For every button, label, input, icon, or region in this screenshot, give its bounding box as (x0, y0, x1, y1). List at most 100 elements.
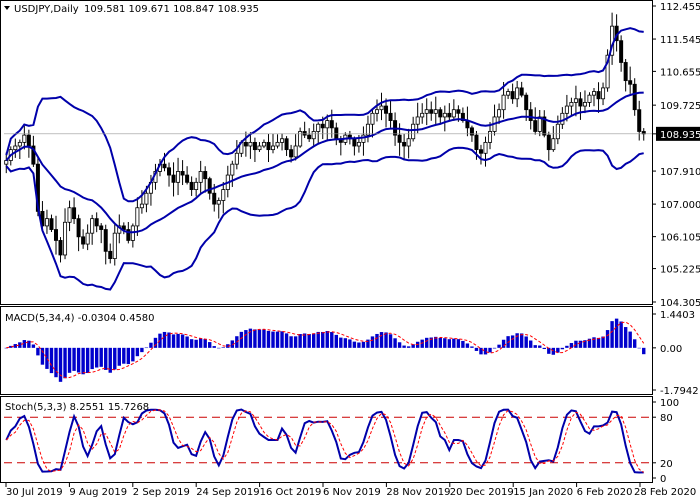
candle-body (560, 112, 565, 125)
candle (4, 152, 9, 174)
candle (67, 200, 72, 232)
candle (519, 81, 524, 98)
candle (198, 160, 203, 194)
candle (497, 103, 502, 125)
macd-bar (162, 331, 167, 348)
macd-bar (483, 347, 488, 355)
candle (478, 144, 483, 165)
macd-bar (637, 347, 641, 349)
candle-body (31, 145, 36, 165)
candle (605, 49, 610, 92)
macd-bar (171, 334, 176, 348)
stoch-signal-line (5, 409, 644, 473)
candle-body (578, 98, 583, 107)
price-tick-label: 105.225 (660, 265, 700, 276)
macd-bar (248, 328, 253, 348)
candle-body (637, 109, 642, 132)
macd-bar (623, 327, 628, 348)
macd-bar (262, 329, 266, 348)
candle (601, 82, 606, 106)
candle-body (289, 149, 294, 158)
candle-body (112, 232, 117, 259)
candle-body (275, 141, 280, 147)
macd-bar (515, 333, 519, 348)
price-plot (4, 12, 652, 291)
candle (167, 162, 172, 187)
macd-bar (90, 347, 94, 370)
candle-body (424, 109, 429, 114)
macd-bar (58, 347, 63, 382)
macd-bar (18, 342, 22, 348)
candle (587, 92, 592, 107)
candle-body (139, 203, 144, 209)
bollinger-lower (5, 146, 644, 291)
price-axis: 112.455 111.545 110.655 109.725 108.935 107.9… (652, 2, 700, 309)
candle (619, 35, 624, 72)
macd-bar (632, 339, 637, 348)
candle-body (329, 120, 334, 129)
macd-bar (298, 334, 302, 348)
macd-bar (194, 339, 198, 348)
candle (488, 122, 493, 150)
macd-bar (592, 337, 596, 348)
candle-body (189, 181, 194, 190)
candle-body (108, 250, 113, 259)
candle (108, 243, 113, 264)
macd-bar (9, 345, 13, 348)
candle-body (447, 112, 452, 118)
time-tick-label: 6 Feb 2020 (577, 487, 633, 498)
candle-body (546, 134, 551, 151)
macd-tick-label: -1.7942 (660, 386, 699, 397)
macd-bar (108, 347, 112, 373)
candle-body (460, 112, 465, 121)
candle-body (81, 236, 86, 245)
candle-body (474, 134, 479, 151)
macd-bar (244, 330, 248, 348)
candle (284, 136, 289, 156)
macd-tick-label: 0.00 (660, 344, 682, 355)
candle-body (365, 123, 370, 136)
macd-bar (45, 347, 49, 369)
macd-bar (393, 338, 397, 348)
candle (76, 214, 81, 252)
macd-bar (411, 344, 415, 348)
macd-bar (510, 335, 515, 348)
candle (515, 80, 520, 108)
candle (185, 166, 190, 185)
candle-body (90, 218, 95, 234)
macd-bar (94, 347, 99, 368)
candle-body (26, 134, 31, 147)
candle-body (483, 141, 488, 154)
macd-bar (140, 347, 144, 353)
candle-body (411, 123, 416, 140)
candle-body (325, 120, 330, 129)
candle-body (406, 138, 411, 147)
macd-bar (144, 347, 149, 349)
candle-body (528, 109, 533, 121)
candle (592, 88, 597, 107)
stoch-axis: 100 80 20 0 (652, 398, 679, 485)
candle (384, 98, 389, 128)
candle (325, 114, 330, 142)
candle (203, 166, 208, 193)
macd-bar (587, 338, 592, 348)
macd-bar (479, 347, 483, 355)
candle (402, 133, 407, 161)
candle (628, 66, 633, 94)
macd-bar (560, 347, 565, 350)
candle (374, 99, 379, 122)
candle-body (587, 94, 592, 103)
macd-bar (614, 318, 619, 348)
candle (361, 126, 366, 156)
candle-body (478, 149, 483, 154)
macd-bar (63, 347, 67, 379)
candle-body (619, 40, 624, 63)
candle-body (67, 207, 72, 223)
collapse-arrow-icon[interactable] (4, 6, 10, 10)
candle (388, 100, 393, 128)
candle-body (573, 98, 578, 103)
time-tick-label: 28 Feb 2020 (634, 487, 696, 498)
candle-body (542, 116, 547, 136)
candle-body (352, 138, 357, 147)
candle (176, 157, 181, 196)
